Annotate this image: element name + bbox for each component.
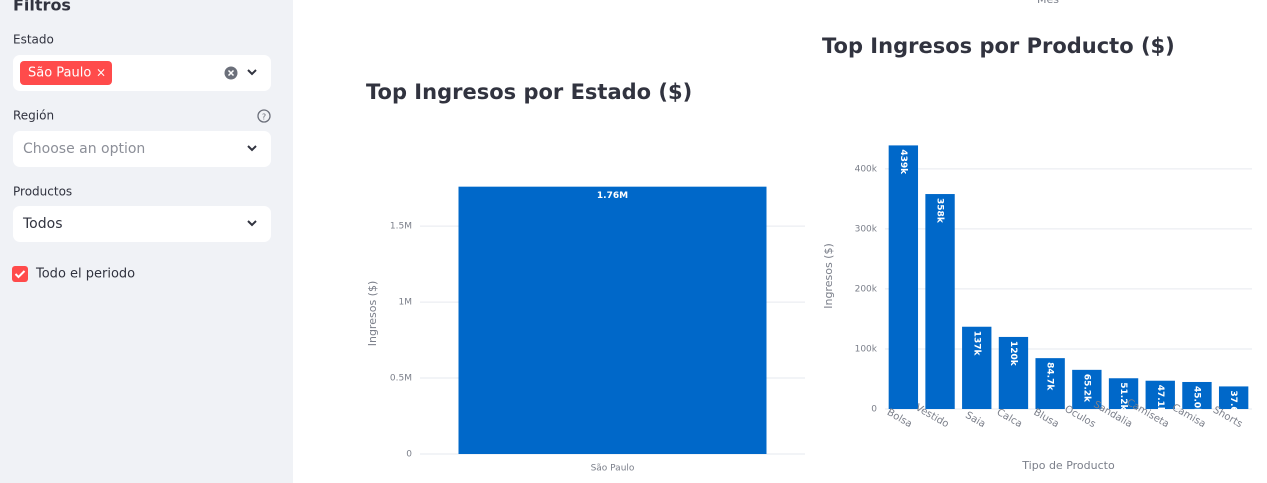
filter-label: Región <box>13 109 54 123</box>
select-value: Todos <box>22 216 62 232</box>
value-label: 137k <box>971 331 981 357</box>
bar <box>1145 380 1175 409</box>
y-axis-title: Ingresos ($) <box>366 281 379 347</box>
value-label: 51.2k <box>1118 382 1128 411</box>
y-axis-title: Ingresos ($) <box>822 243 835 309</box>
help-mark: ? <box>262 113 266 122</box>
x-tick-label: Blusa <box>1031 407 1060 430</box>
x-tick-label: Saia <box>963 410 987 430</box>
checkbox[interactable] <box>12 266 28 282</box>
y-tick-label: 0 <box>406 450 412 460</box>
y-tick-label: 0 <box>871 405 877 415</box>
filter-label: Productos <box>13 185 72 199</box>
bar <box>1182 381 1212 409</box>
bar <box>1108 378 1139 409</box>
cut-axis-title: Mes <box>1037 0 1059 6</box>
y-tick-label: 1M <box>399 298 413 308</box>
bar <box>1072 369 1102 409</box>
value-label: 37.6k <box>1228 390 1238 419</box>
x-tick-label: Bolsa <box>885 407 914 430</box>
chevron[interactable] <box>247 220 257 227</box>
placeholder: Choose an option <box>23 141 145 157</box>
value-label: 84.7k <box>1045 362 1055 391</box>
y-tick-label: 0.5M <box>390 374 412 384</box>
value-label: 65.2k <box>1081 374 1091 403</box>
bar <box>458 186 767 454</box>
x-axis-title: Tipo de Producto <box>1021 459 1115 472</box>
chart-title: Top Ingresos por Producto ($) <box>822 34 1175 58</box>
value-label: 358k <box>935 198 945 224</box>
checkbox-label: Todo el periodo <box>35 267 135 282</box>
bar <box>888 145 919 410</box>
sidebar-title: Filtros <box>13 0 71 15</box>
tag-text: São Paulo <box>28 66 91 81</box>
chevron[interactable] <box>247 69 257 76</box>
value-label: 1.76M <box>597 191 628 201</box>
y-tick-label: 200k <box>855 284 878 294</box>
value-label: 439k <box>898 149 908 175</box>
value-label: 45.0k <box>1191 386 1201 415</box>
help-icon[interactable] <box>257 109 271 123</box>
chart-title: Top Ingresos por Estado ($) <box>366 80 692 104</box>
y-tick-label: 400k <box>855 164 878 174</box>
filter-label: Estado <box>13 33 54 47</box>
y-tick-label: 100k <box>855 344 878 354</box>
bar <box>925 194 955 409</box>
bar <box>1218 386 1249 409</box>
x-tick-label: Calca <box>995 407 1024 430</box>
clear-x <box>227 69 235 77</box>
tag[interactable] <box>20 61 112 85</box>
x-tick-label: São Paulo <box>591 464 635 474</box>
value-label: 47.1k <box>1155 385 1165 414</box>
value-label: 120k <box>1008 341 1018 367</box>
bar <box>998 336 1029 409</box>
check <box>14 270 26 279</box>
tag-remove[interactable]: × <box>96 66 106 80</box>
y-tick-label: 300k <box>855 224 878 234</box>
y-tick-label: 1.5M <box>390 222 412 232</box>
select[interactable] <box>13 131 271 167</box>
bar <box>1035 358 1065 409</box>
select[interactable] <box>13 206 271 242</box>
chevron[interactable] <box>247 145 257 152</box>
bar <box>962 326 992 409</box>
